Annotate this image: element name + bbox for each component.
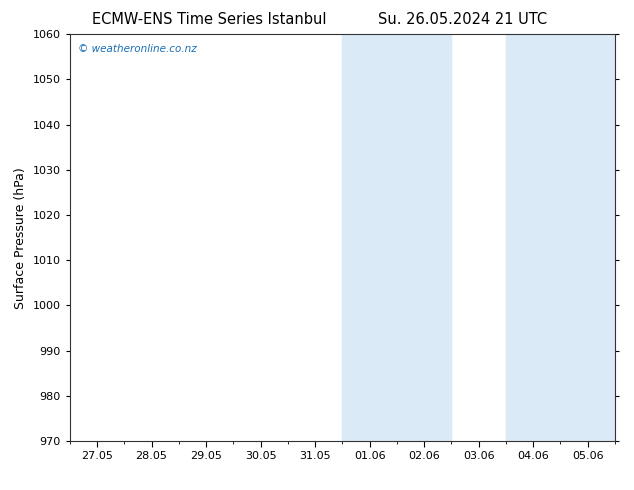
Bar bbox=[506, 34, 560, 441]
Bar bbox=[560, 34, 615, 441]
Y-axis label: Surface Pressure (hPa): Surface Pressure (hPa) bbox=[14, 167, 27, 309]
Text: ECMW-ENS Time Series Istanbul: ECMW-ENS Time Series Istanbul bbox=[92, 12, 327, 27]
Text: © weatheronline.co.nz: © weatheronline.co.nz bbox=[78, 45, 197, 54]
Bar bbox=[397, 34, 451, 441]
Text: Su. 26.05.2024 21 UTC: Su. 26.05.2024 21 UTC bbox=[378, 12, 547, 27]
Bar bbox=[342, 34, 397, 441]
